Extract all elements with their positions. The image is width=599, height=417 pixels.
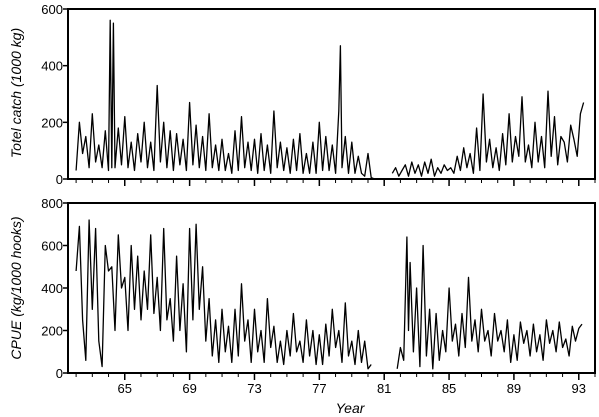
catch-series-line-2 [391,90,585,177]
cpue-y-tick-label: 800 [41,196,63,211]
x-tick-label: 73 [247,381,261,396]
x-tick-label: 89 [507,381,521,396]
catch-plot-frame [67,8,596,180]
cpue-y-tick-label: 0 [56,366,63,381]
catch-y-tick-label: 400 [41,59,63,74]
x-tick-label: 81 [377,381,391,396]
catch-y-tick-label: 200 [41,115,63,130]
cpue-series-line-2 [396,236,583,370]
catch-y-tick-label: 0 [56,172,63,187]
catch-y-tick-label: 600 [41,2,63,17]
x-tick-label: 65 [118,381,132,396]
x-tick-label: 77 [312,381,326,396]
x-axis-title: Year [336,400,366,416]
cpue-y-tick-label: 600 [41,239,63,254]
catch-y-axis-title: Totel catch (1000 kg) [8,28,24,158]
cpue-y-axis-title: CPUE (kg/1000 hooks) [8,216,24,359]
cpue-series-line-1 [75,219,372,370]
cpue-y-tick-label: 400 [41,281,63,296]
x-tick-label: 93 [572,381,586,396]
x-tick-label: 85 [442,381,456,396]
catch-panel: 0 200 400 600 [41,2,596,187]
cpue-y-tick-label: 200 [41,324,63,339]
catch-series-line-1 [75,19,375,180]
x-tick-label: 69 [182,381,196,396]
cpue-panel: 0 200 400 600 800 65 69 73 77 81 85 89 93 [41,196,596,396]
